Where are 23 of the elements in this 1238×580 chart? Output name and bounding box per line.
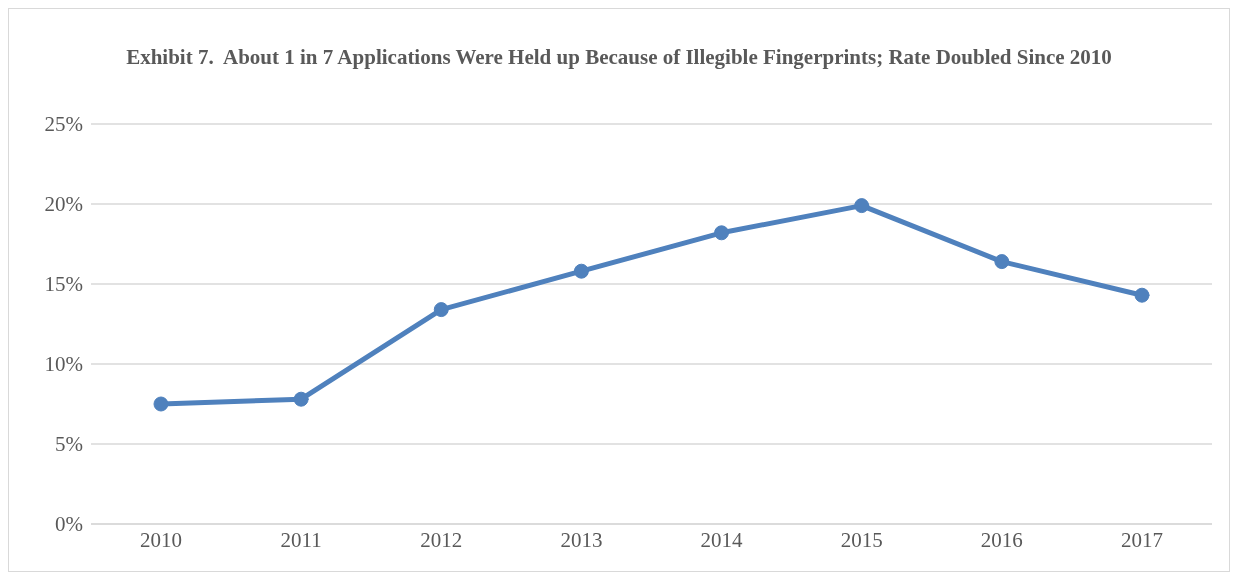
y-tick-label: 20%	[44, 192, 83, 217]
point	[1134, 287, 1150, 303]
x-tick-label: 2016	[980, 527, 1023, 552]
point	[854, 198, 870, 214]
x-tick-label: 2015	[840, 527, 883, 552]
x-tick-label: 2017	[1121, 527, 1163, 552]
point	[573, 263, 589, 279]
x-tick-label: 2010	[140, 527, 182, 552]
y-tick-label: 10%	[44, 352, 83, 377]
x-tick-label: 2011	[280, 527, 322, 552]
y-tick-label: 5%	[55, 432, 83, 457]
x-tick-label: 2014	[700, 527, 744, 552]
y-tick-label: 0%	[55, 512, 83, 537]
x-tick-label: 2013	[560, 527, 603, 552]
chart-title: Exhibit 7. About 1 in 7 Applications Were Held up Because of Illegible Fingerprints; Rate Doubled Since 2010	[125, 44, 1113, 71]
y-tick-label: 25%	[44, 112, 83, 137]
y-tick-label: 15%	[44, 272, 83, 297]
point	[293, 391, 309, 407]
point	[714, 225, 730, 241]
point	[994, 254, 1010, 270]
point	[153, 396, 169, 412]
point	[433, 302, 449, 318]
x-tick-label: 2012	[420, 527, 463, 552]
